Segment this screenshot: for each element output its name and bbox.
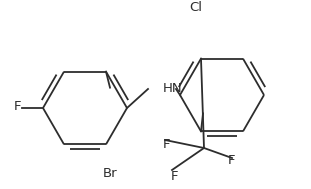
Text: Cl: Cl: [189, 1, 202, 14]
Text: F: F: [14, 101, 21, 114]
Text: F: F: [170, 170, 178, 183]
Text: Br: Br: [103, 167, 117, 180]
Text: F: F: [228, 153, 235, 167]
Text: F: F: [163, 139, 170, 152]
Text: HN: HN: [163, 83, 183, 95]
